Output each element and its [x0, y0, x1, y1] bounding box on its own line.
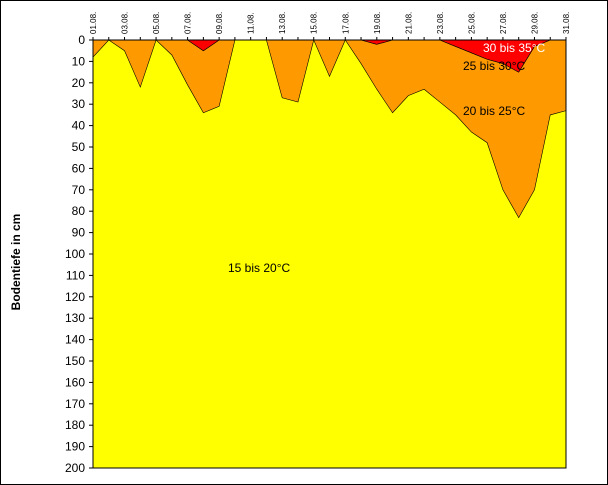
x-tick-label: 19.08.: [373, 12, 382, 34]
x-tick-label: 03.08.: [121, 12, 130, 34]
area-20-bis-25-c: [92, 39, 567, 219]
y-tick-label: 10: [72, 54, 86, 68]
x-tick-label: 23.08.: [436, 12, 445, 34]
y-axis: 0 10 20 30 40 50 60 70 80 90 100 110 120 130 140 150 160…: [65, 33, 93, 475]
y-tick-label: 20: [72, 76, 86, 90]
x-tick-label: 17.08.: [341, 12, 350, 34]
y-tick-label: 70: [72, 183, 86, 197]
y-tick-label: 120: [65, 290, 85, 304]
x-tick-label: 27.08.: [499, 12, 508, 34]
x-axis: 01.08. 03.08. 05.08. 07.08. 09.08. 11.08. 13.0…: [89, 12, 571, 40]
y-tick-label: 0: [78, 33, 85, 47]
x-tick-label: 13.08.: [278, 12, 287, 34]
y-tick-label: 200: [65, 461, 85, 475]
y-tick-label: 60: [72, 161, 86, 175]
y-tick-label: 100: [65, 247, 85, 261]
y-tick-label: 160: [65, 375, 85, 389]
zone-label-2: 20 bis 25°C: [463, 104, 526, 118]
y-tick-label: 150: [65, 354, 85, 368]
y-tick-label: 180: [65, 418, 85, 432]
y-tick-label: 30: [72, 97, 86, 111]
x-tick-label: 07.08.: [184, 12, 193, 34]
y-tick-label: 130: [65, 311, 85, 325]
x-tick-label: 15.08.: [310, 12, 319, 34]
area-15-bis-20-c: [93, 40, 566, 468]
x-tick-label: 31.08.: [562, 12, 571, 34]
zone-labels: 30 bis 35°C 25 bis 30°C 20 bis 25°C 15 bis …: [228, 41, 546, 275]
y-tick-label: 170: [65, 397, 85, 411]
x-tick-label: 25.08.: [467, 12, 476, 34]
y-tick-label: 140: [65, 333, 85, 347]
x-tick-label: 21.08.: [404, 12, 413, 34]
y-tick-label: 90: [72, 226, 86, 240]
y-tick-label: 40: [72, 119, 86, 133]
x-tick-label: 09.08.: [215, 12, 224, 34]
x-tick-label: 11.08.: [247, 12, 256, 34]
y-tick-label: 50: [72, 140, 86, 154]
zone-label-1: 25 bis 30°C: [463, 59, 526, 73]
y-tick-label: 190: [65, 440, 85, 454]
x-tick-label: 05.08.: [152, 12, 161, 34]
x-tick-label: 01.08.: [89, 12, 98, 34]
y-tick-label: 80: [72, 204, 86, 218]
y-axis-label: Bodentiefe in cm: [9, 214, 23, 311]
zone-label-3: 15 bis 20°C: [228, 261, 291, 275]
x-tick-label: 29.08.: [530, 12, 539, 34]
zone-label-0: 30 bis 35°C: [483, 41, 546, 55]
y-tick-label: 110: [66, 268, 85, 282]
